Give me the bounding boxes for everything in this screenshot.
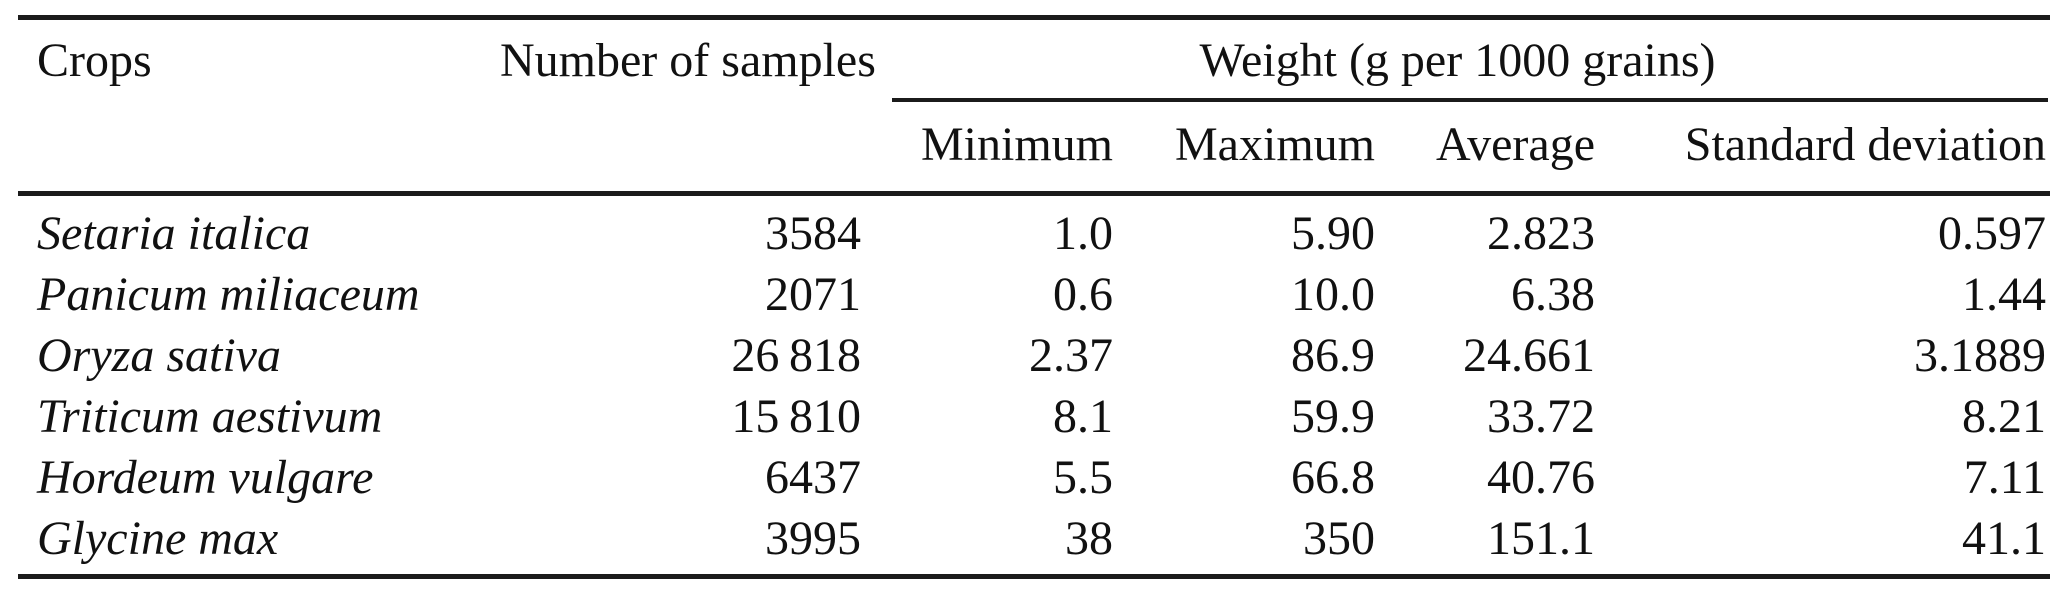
samples-cell: 2071 <box>765 268 861 321</box>
crop-name-cell: Panicum miliaceum <box>37 268 420 321</box>
weight-group-underline-rule <box>892 98 2048 102</box>
stddev-cell: 8.21 <box>1962 390 2046 443</box>
crop-name-cell: Glycine max <box>37 512 279 565</box>
table-row: Setaria italica 3584 1.0 5.90 2.823 0.59… <box>18 191 2050 260</box>
samples-cell: 6437 <box>765 451 861 504</box>
table-row: Hordeum vulgare 6437 5.5 66.8 40.76 7.11 <box>18 435 2050 504</box>
maximum-cell: 10.0 <box>1291 268 1375 321</box>
minimum-cell: 2.37 <box>1029 329 1113 382</box>
maximum-cell: 66.8 <box>1291 451 1375 504</box>
average-cell: 40.76 <box>1487 451 1595 504</box>
maximum-cell: 5.90 <box>1291 207 1375 260</box>
spacer-cell <box>18 99 500 191</box>
average-cell: 2.823 <box>1487 207 1595 260</box>
average-cell: 33.72 <box>1487 390 1595 443</box>
minimum-cell: 5.5 <box>1053 451 1113 504</box>
minimum-cell: 38 <box>1065 512 1113 565</box>
average-cell: 6.38 <box>1511 268 1595 321</box>
stddev-cell: 41.1 <box>1962 512 2046 565</box>
table-row: Panicum miliaceum 2071 0.6 10.0 6.38 1.4… <box>18 252 2050 321</box>
stddev-cell: 7.11 <box>1963 451 2046 504</box>
table-header: Crops Number of samples Weight (g per 10… <box>18 20 2050 191</box>
header-row-stats: Minimum Maximum Average Standard deviati… <box>18 99 2050 191</box>
maximum-cell: 86.9 <box>1291 329 1375 382</box>
spacer-cell <box>500 99 865 191</box>
col-header-minimum: Minimum <box>920 118 1113 171</box>
crop-name-cell: Setaria italica <box>37 207 311 260</box>
table-row: Oryza sativa 26 818 2.37 86.9 24.661 3.1… <box>18 313 2050 382</box>
average-cell: 24.661 <box>1463 329 1595 382</box>
header-bottom-rule <box>18 191 2050 196</box>
col-header-average: Average <box>1436 118 1595 171</box>
minimum-cell: 1.0 <box>1053 207 1113 260</box>
col-header-samples: Number of samples <box>500 34 876 87</box>
col-header-maximum: Maximum <box>1175 118 1375 171</box>
col-header-crops: Crops <box>37 34 152 87</box>
average-cell: 151.1 <box>1487 512 1595 565</box>
table-row: Glycine max 3995 38 350 151.1 41.1 <box>18 496 2050 565</box>
minimum-cell: 0.6 <box>1053 268 1113 321</box>
crop-name-cell: Triticum aestivum <box>37 390 383 443</box>
crop-name-cell: Oryza sativa <box>37 329 281 382</box>
table-row: Triticum aestivum 15 810 8.1 59.9 33.72 … <box>18 374 2050 443</box>
samples-cell: 15 810 <box>731 390 861 443</box>
maximum-cell: 59.9 <box>1291 390 1375 443</box>
stddev-cell: 0.597 <box>1938 207 2046 260</box>
header-row-group: Crops Number of samples Weight (g per 10… <box>18 20 2050 99</box>
samples-cell: 3584 <box>765 207 861 260</box>
col-header-stddev: Standard deviation <box>1684 118 2046 171</box>
stddev-cell: 1.44 <box>1962 268 2046 321</box>
samples-cell: 26 818 <box>731 329 861 382</box>
samples-cell: 3995 <box>765 512 861 565</box>
stddev-cell: 3.1889 <box>1914 329 2046 382</box>
crop-grain-weight-table: Crops Number of samples Weight (g per 10… <box>18 20 2050 565</box>
crop-name-cell: Hordeum vulgare <box>37 451 374 504</box>
col-group-header-weight: Weight (g per 1000 grains) <box>1199 34 1716 87</box>
table-body: Setaria italica 3584 1.0 5.90 2.823 0.59… <box>18 191 2050 565</box>
minimum-cell: 8.1 <box>1053 390 1113 443</box>
maximum-cell: 350 <box>1303 512 1375 565</box>
top-rule <box>18 15 2050 20</box>
bottom-rule <box>18 574 2050 579</box>
